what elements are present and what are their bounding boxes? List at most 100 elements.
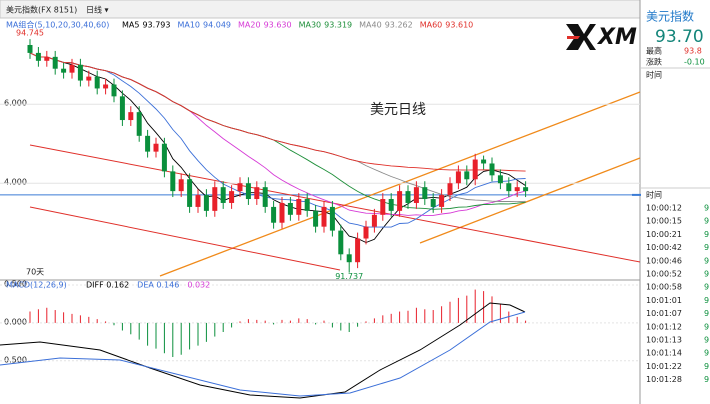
legend-name: MA60 [420, 21, 443, 30]
channel-line [159, 91, 641, 277]
candle-body [195, 195, 201, 207]
candle-body [69, 64, 75, 73]
instrument-title[interactable]: 美元指数(FX 8151) [6, 5, 77, 15]
time-label: 时间 [646, 70, 662, 80]
y-tick-label: 6.000 [4, 99, 27, 108]
tick-value: 9 [704, 309, 709, 318]
dea-line [0, 311, 526, 397]
y-tick-label: 0.500 [4, 280, 27, 289]
tick-time: 10:01:22 [646, 362, 682, 371]
legend-title: MA组合(5,10,20,30,40,60) [6, 20, 109, 30]
candle-body [220, 187, 226, 203]
candle-body [178, 179, 184, 192]
candle-body [439, 195, 445, 207]
candle-body [61, 68, 67, 73]
y-tick-label: 4.000 [4, 178, 27, 187]
period-label: 70天 [26, 268, 44, 277]
candle-body [304, 199, 310, 211]
tick-value: 9 [704, 230, 709, 239]
candle-body [111, 84, 117, 97]
legend-item: 0.032 [187, 281, 210, 290]
candle-body [212, 187, 218, 211]
tick-value: 9 [704, 270, 709, 279]
candle-body [128, 112, 134, 121]
candle-body [145, 135, 151, 152]
candle-body [397, 191, 403, 211]
annotation: 91.737 [335, 272, 363, 281]
candle-body [321, 206, 327, 227]
tick-value: 9 [704, 204, 709, 213]
candle-body [455, 171, 461, 184]
tick-time: 10:00:15 [646, 217, 682, 226]
chart-title: 美元日线 [370, 102, 426, 118]
candle-body [346, 254, 352, 263]
candle-body [44, 56, 50, 61]
annotation: 94.745 [16, 29, 44, 38]
candle-body [86, 76, 92, 81]
tick-value: 9 [704, 243, 709, 252]
candle-body [245, 183, 251, 200]
legend-value: 93.630 [264, 21, 292, 30]
candle-body [161, 143, 167, 172]
tick-time: 10:00:58 [646, 283, 682, 292]
candle-body [329, 206, 335, 231]
broker-logo: XM [563, 22, 637, 52]
candle-body [472, 159, 478, 180]
change-label: 涨跌 [646, 57, 662, 67]
tick-time: 10:01:28 [646, 375, 682, 384]
candle-body [187, 179, 193, 207]
tick-value: 9 [704, 362, 709, 371]
tick-value: 9 [704, 283, 709, 292]
tick-time: 10:00:46 [646, 256, 682, 265]
candle-body [136, 112, 142, 136]
candle-body [355, 238, 361, 263]
candle-body [262, 187, 268, 207]
high-value: 93.8 [684, 47, 702, 56]
candle-body [464, 171, 470, 180]
quote-panel [641, 0, 710, 404]
svg-text:XM: XM [596, 25, 637, 50]
candle-body [523, 187, 529, 192]
candle-body [296, 199, 302, 215]
candle-body [380, 199, 386, 215]
legend-value: 93.793 [142, 21, 170, 30]
quote-price: 93.70 [655, 27, 704, 47]
candle-body [94, 76, 100, 89]
legend-value: 93.262 [385, 21, 413, 30]
ticks-header: 时间 [646, 190, 662, 200]
legend-value: 93.610 [445, 21, 473, 30]
candle-body [229, 191, 235, 203]
candle-body [287, 202, 293, 215]
candle-body [497, 175, 503, 184]
candle-body [338, 230, 344, 255]
high-label: 最高 [646, 46, 662, 56]
legend-value: 93.319 [324, 21, 352, 30]
candle-body [103, 84, 109, 89]
candle-body [52, 56, 58, 69]
tick-time: 10:00:21 [646, 230, 682, 239]
legend-item: DEA 0.146 [137, 281, 179, 290]
change-value: -0.10 [684, 58, 705, 67]
candle-body [271, 206, 277, 223]
tick-time: 10:00:52 [646, 270, 682, 279]
candle-body [447, 183, 453, 196]
candle-body [254, 187, 260, 200]
candle-body [153, 143, 159, 152]
trend-line [29, 206, 341, 271]
legend-name: MA30 [299, 21, 322, 30]
legend-name: MA20 [238, 21, 261, 30]
legend-title: MACD(12,26,9) [6, 281, 67, 290]
tick-time: 10:01:13 [646, 336, 682, 345]
candle-body [77, 64, 83, 81]
candle-body [405, 191, 411, 203]
candle-body [119, 96, 125, 121]
tick-value: 9 [704, 322, 709, 331]
candle-body [237, 183, 243, 192]
tick-time: 10:00:12 [646, 204, 682, 213]
candle-body [514, 187, 520, 192]
tick-value: 9 [704, 349, 709, 358]
candle-body [489, 163, 495, 176]
legend-name: MA10 [177, 21, 200, 30]
period-select[interactable]: 日线 ▾ [86, 5, 109, 15]
